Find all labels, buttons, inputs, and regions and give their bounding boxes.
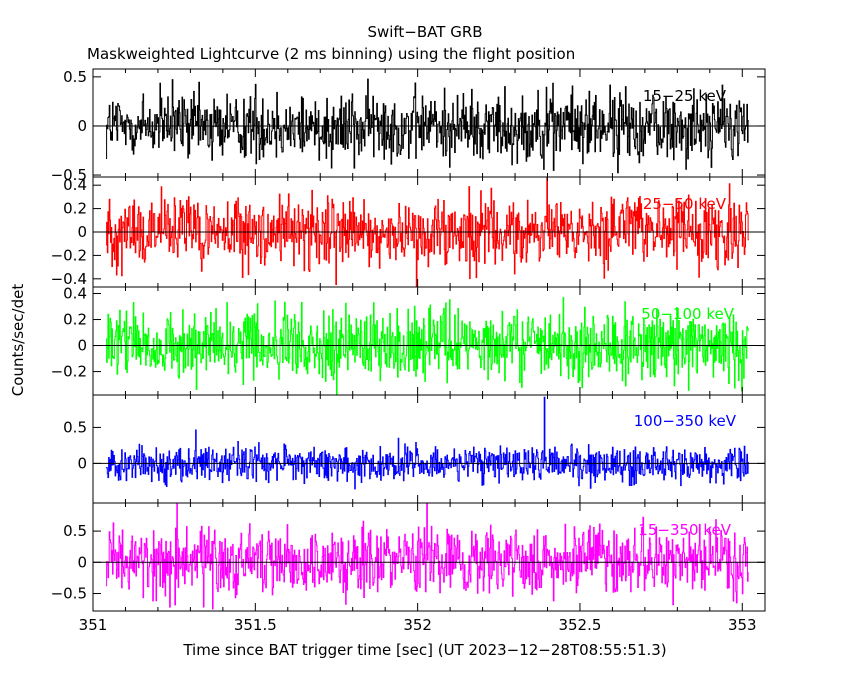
panel-3: 0.4 0.2 0 −0.2 50−100 keV (51, 285, 766, 396)
y-tick-label: 0.5 (63, 522, 87, 540)
x-tick-label: 352.5 (558, 616, 601, 634)
x-tick-label: 351.5 (234, 616, 277, 634)
band-label: 15−350 keV (638, 521, 731, 539)
lightcurve-series-4 (106, 396, 749, 490)
y-tick-label: 0 (77, 337, 87, 355)
y-tick-label: −0.2 (51, 246, 87, 264)
y-tick-label: −0.5 (51, 585, 87, 603)
panels-group: 0.5 0 −0.5 15−25 keV 0.4 0.2 0 −0.2 −0.4 25−50 ke… (51, 68, 766, 634)
panel-frame (92, 502, 766, 612)
band-label: 50−100 keV (641, 305, 734, 323)
lightcurve-series-3 (106, 297, 749, 396)
panel-4: 0.5 0 100−350 keV (63, 394, 766, 504)
y-tick-label: 0 (77, 117, 87, 135)
y-tick-label: 0.4 (63, 176, 87, 194)
panel-5: 0.5 0 −0.5 15−350 keV (51, 502, 766, 612)
x-tick-label: 352 (403, 616, 432, 634)
y-tick-label: 0.2 (63, 311, 87, 329)
y-tick-label: −0.5 (51, 166, 87, 184)
x-axis-label: Time since BAT trigger time [sec] (UT 20… (182, 641, 666, 659)
y-tick-label: 0.2 (63, 200, 87, 218)
x-tick-label: 353 (728, 616, 757, 634)
chart-title: Swift−BAT GRB (367, 23, 482, 41)
chart-subtitle: Maskweighted Lightcurve (2 ms binning) u… (87, 45, 575, 63)
lightcurve-series-5 (106, 502, 749, 610)
y-tick-label: 0 (77, 553, 87, 571)
band-label: 15−25 keV (643, 87, 727, 105)
lightcurve-series-2 (106, 176, 749, 288)
y-axis-label: Counts/sec/det (9, 284, 27, 397)
y-tick-label: 0.5 (63, 418, 87, 436)
lightcurve-series-1 (106, 78, 749, 174)
y-tick-label: −0.4 (51, 270, 87, 288)
band-label: 100−350 keV (634, 412, 737, 430)
panel-1: 0.5 0 −0.5 15−25 keV (51, 68, 766, 184)
y-tick-label: 0.4 (63, 285, 87, 303)
y-tick-label: 0 (77, 454, 87, 472)
y-tick-label: 0.5 (63, 68, 87, 86)
y-tick-label: 0 (77, 223, 87, 241)
y-tick-label: −0.2 (51, 363, 87, 381)
band-label: 25−50 keV (643, 195, 727, 213)
panel-2: 0.4 0.2 0 −0.2 −0.4 25−50 keV (51, 176, 766, 288)
x-tick-label: 351 (79, 616, 108, 634)
